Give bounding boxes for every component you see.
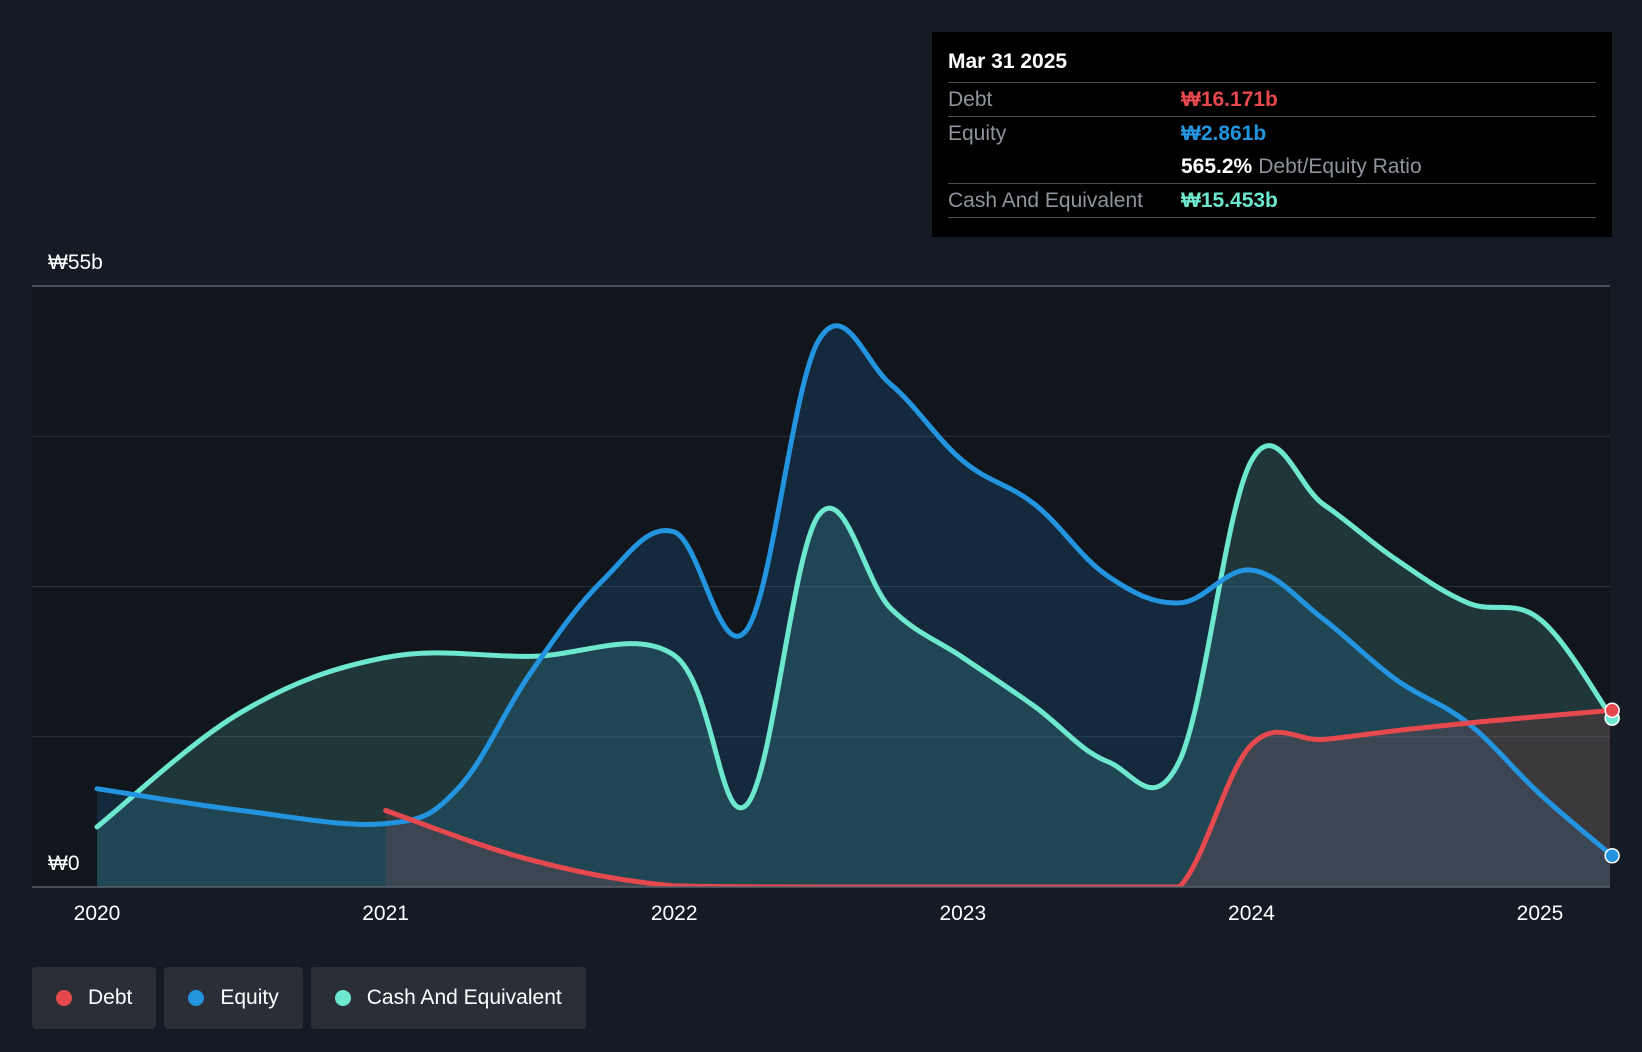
tooltip-debt-value: ₩16.171b xyxy=(1181,87,1278,111)
tooltip-ratio-value: 565.2% xyxy=(1181,154,1253,178)
x-tick-label: 2025 xyxy=(1517,902,1564,925)
tooltip-debt-row: Debt ₩16.171b xyxy=(948,82,1596,116)
tooltip-date: Mar 31 2025 xyxy=(948,50,1068,73)
chart-legend: Debt Equity Cash And Equivalent xyxy=(32,967,586,1029)
tooltip-cash-row: Cash And Equivalent ₩15.453b xyxy=(948,183,1596,218)
y-axis-bottom-label: ₩0 xyxy=(48,852,80,875)
legend-equity-label: Equity xyxy=(220,986,279,1009)
x-tick-label: 2024 xyxy=(1228,902,1275,925)
tooltip-cash-value: ₩15.453b xyxy=(1181,188,1278,212)
equity-end-point xyxy=(1604,847,1620,864)
debt-end-point xyxy=(1604,702,1620,719)
debt-dot-icon xyxy=(56,990,72,1006)
x-tick-label: 2021 xyxy=(362,902,409,925)
cash-dot-icon xyxy=(334,990,351,1006)
tooltip-ratio-row: 565.2% Debt/Equity Ratio xyxy=(948,150,1596,183)
x-tick-label: 2020 xyxy=(74,902,121,925)
debt-area xyxy=(385,710,1610,887)
tooltip-ratio-label: Debt/Equity Ratio xyxy=(1258,154,1422,178)
tooltip-debt-label: Debt xyxy=(948,87,993,111)
cash-line xyxy=(94,443,1610,830)
x-tick-label: 2022 xyxy=(651,902,698,925)
tooltip-equity-label: Equity xyxy=(948,121,1007,145)
y-axis-top-label: ₩55b xyxy=(48,251,103,274)
legend-cash-label: Cash And Equivalent xyxy=(366,986,562,1009)
tooltip-equity-value: ₩2.861b xyxy=(1181,121,1267,145)
tooltip-equity-row: Equity ₩2.861b xyxy=(948,116,1596,150)
tooltip-panel: Mar 31 2025 Debt ₩16.171b Equity ₩2.861b… xyxy=(932,32,1612,237)
legend-item-cash[interactable]: Cash And Equivalent xyxy=(310,967,586,1029)
debt-line xyxy=(383,707,1610,887)
legend-debt-label: Debt xyxy=(88,986,133,1009)
tooltip-cash-label: Cash And Equivalent xyxy=(948,188,1143,212)
equity-line xyxy=(94,323,1610,858)
legend-item-equity[interactable]: Equity xyxy=(164,967,303,1029)
x-tick-label: 2023 xyxy=(939,902,986,925)
legend-item-debt[interactable]: Debt xyxy=(32,967,157,1029)
equity-dot-icon xyxy=(188,990,205,1006)
equity-area xyxy=(97,325,1610,887)
